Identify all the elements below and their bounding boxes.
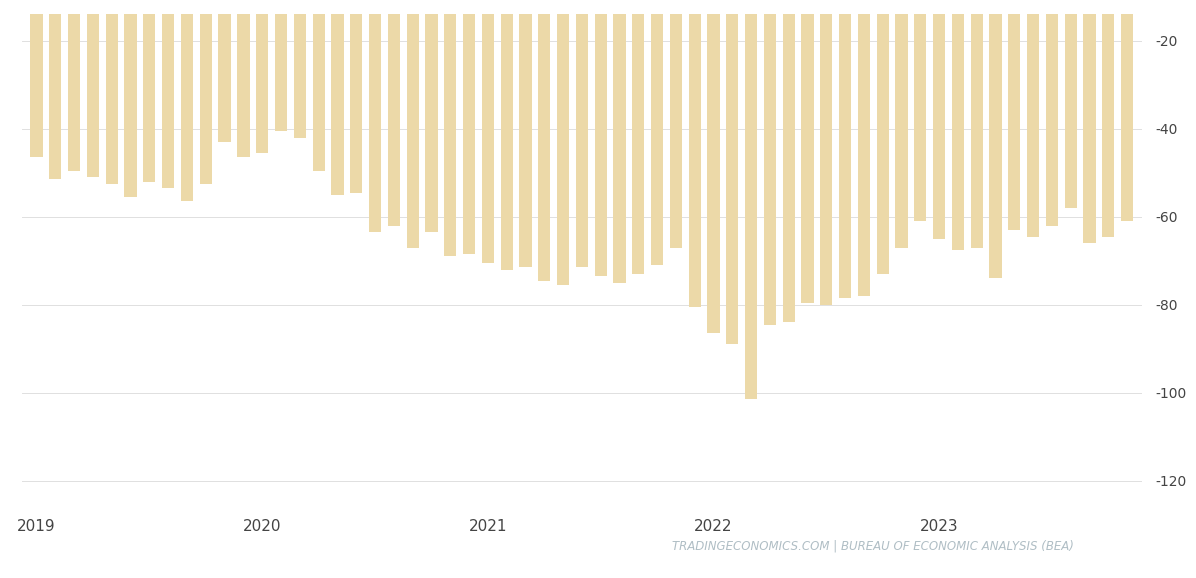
Bar <box>971 0 983 247</box>
Bar <box>594 0 606 276</box>
Bar <box>614 0 626 283</box>
Bar <box>726 0 738 344</box>
Bar <box>820 0 832 305</box>
Bar <box>1103 0 1115 236</box>
Bar <box>1008 0 1020 230</box>
Bar <box>144 0 155 181</box>
Bar <box>124 0 136 197</box>
Bar <box>538 0 550 281</box>
Bar <box>463 0 475 254</box>
Bar <box>501 0 513 270</box>
Bar <box>1084 0 1096 243</box>
Bar <box>952 0 964 250</box>
Bar <box>312 0 325 171</box>
Bar <box>933 0 945 239</box>
Bar <box>426 0 438 232</box>
Bar <box>689 0 701 307</box>
Bar <box>275 0 287 131</box>
Bar <box>388 0 399 225</box>
Bar <box>519 0 531 268</box>
Bar <box>350 0 362 192</box>
Bar <box>858 0 869 296</box>
Bar <box>444 0 457 257</box>
Bar <box>105 0 118 184</box>
Bar <box>482 0 494 263</box>
Bar <box>914 0 927 221</box>
Bar <box>49 0 61 179</box>
Bar <box>557 0 569 285</box>
Bar <box>838 0 852 298</box>
Bar <box>1121 0 1134 221</box>
Bar <box>877 0 889 274</box>
Bar <box>989 0 1001 279</box>
Bar <box>745 0 757 399</box>
Bar <box>331 0 343 195</box>
Bar <box>368 0 382 232</box>
Bar <box>87 0 99 177</box>
Bar <box>200 0 212 184</box>
Text: TRADINGECONOMICS.COM | BUREAU OF ECONOMIC ANALYSIS (BEA): TRADINGECONOMICS.COM | BUREAU OF ECONOMI… <box>672 540 1074 553</box>
Bar <box>1027 0 1039 236</box>
Bar <box>256 0 268 153</box>
Bar <box>633 0 645 274</box>
Bar <box>801 0 813 303</box>
Bar <box>163 0 175 188</box>
Bar <box>68 0 80 171</box>
Bar <box>181 0 193 202</box>
Bar <box>896 0 908 247</box>
Bar <box>670 0 682 247</box>
Bar <box>782 0 795 323</box>
Bar <box>575 0 588 268</box>
Bar <box>294 0 306 138</box>
Bar <box>707 0 720 334</box>
Bar <box>30 0 43 157</box>
Bar <box>651 0 663 265</box>
Bar <box>407 0 419 247</box>
Bar <box>764 0 776 325</box>
Bar <box>1064 0 1076 208</box>
Bar <box>237 0 250 157</box>
Bar <box>219 0 231 142</box>
Bar <box>1045 0 1058 225</box>
